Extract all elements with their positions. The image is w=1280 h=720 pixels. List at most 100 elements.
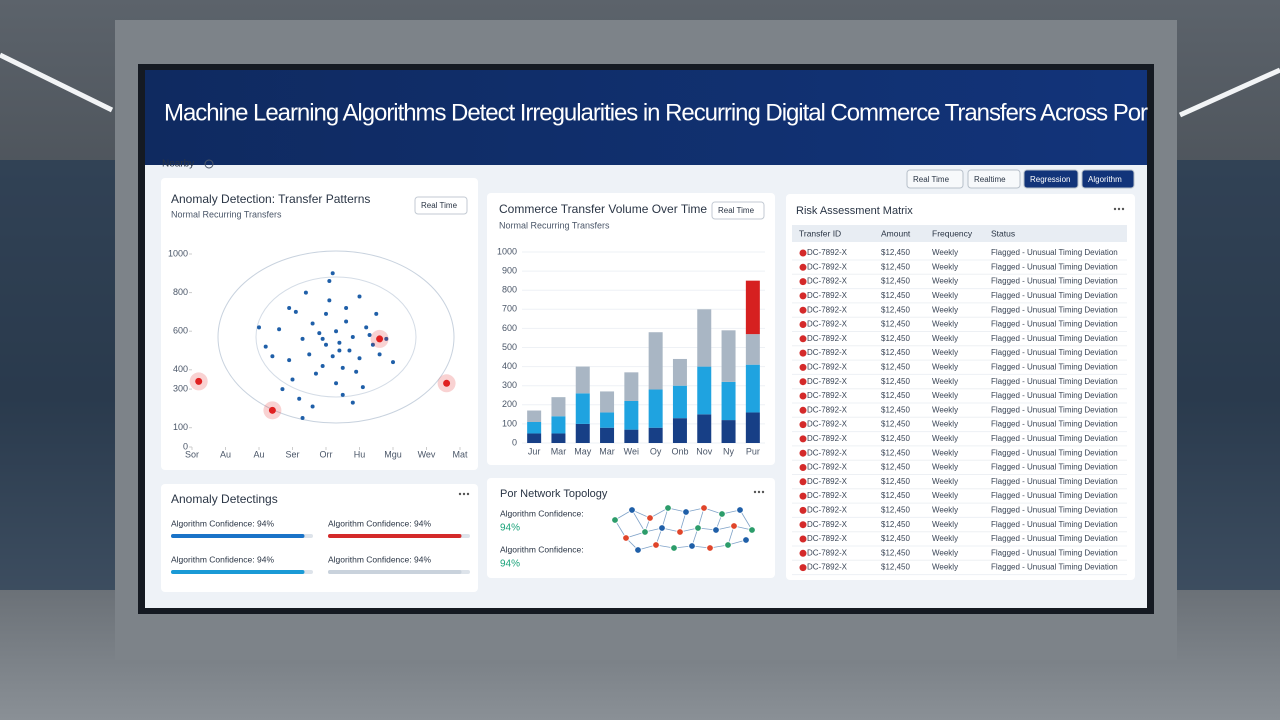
- ceiling-light: [1178, 67, 1280, 118]
- cell: Flagged - Unusual Timing Deviation: [991, 548, 1118, 557]
- network-node: [688, 542, 696, 550]
- cell: Flagged - Unusual Timing Deviation: [991, 506, 1118, 515]
- flag-icon: [799, 549, 807, 557]
- cell: DC-7892-X: [807, 506, 848, 515]
- point: [340, 392, 345, 397]
- cell: Flagged - Unusual Timing Deviation: [991, 334, 1118, 343]
- network-node: [706, 544, 714, 552]
- toolbar-button[interactable]: [906, 169, 964, 189]
- meter-label: Algorithm Confidence: 94%: [171, 518, 274, 528]
- cell: DC-7892-X: [807, 305, 848, 314]
- point: [310, 321, 315, 326]
- nearby: Nearby: [162, 159, 194, 170]
- dropdown[interactable]: [711, 201, 765, 220]
- bar-segment: [648, 427, 663, 443]
- ceiling-light: [0, 52, 114, 113]
- dropdown[interactable]: [414, 196, 468, 215]
- anomaly-panel: [161, 484, 478, 592]
- point: [290, 377, 295, 382]
- y-tick-label: 1000: [497, 246, 517, 256]
- bar-segment: [745, 334, 760, 365]
- scatter-panel: [161, 178, 478, 470]
- cell: DC-7892-X: [807, 448, 848, 457]
- cell: $12,450: [881, 563, 910, 572]
- x-tick-label: Nov: [696, 446, 713, 456]
- flag-icon: [799, 492, 807, 500]
- y-tick-label: 100: [502, 418, 517, 428]
- cell: Weekly: [932, 277, 958, 286]
- flag-icon: [799, 564, 807, 572]
- cell: $12,450: [881, 520, 910, 529]
- cell: $12,450: [881, 334, 910, 343]
- network-edge: [739, 509, 753, 531]
- network-node: [641, 528, 649, 536]
- x-tick-label: Oy: [650, 446, 662, 456]
- point: [377, 352, 382, 357]
- cell: DC-7892-X: [807, 420, 848, 429]
- cell: DC-7892-X: [807, 477, 848, 486]
- toolbar-button[interactable]: [967, 169, 1021, 189]
- network-node: [670, 544, 678, 552]
- cell: $12,450: [881, 363, 910, 372]
- point: [347, 348, 352, 353]
- cell: $12,450: [881, 448, 910, 457]
- column-header: Status: [991, 228, 1015, 238]
- cell: DC-7892-X: [807, 248, 848, 257]
- cell: Flagged - Unusual Timing Deviation: [991, 420, 1118, 429]
- cell: Weekly: [932, 463, 958, 472]
- menu-dot: [1113, 207, 1117, 211]
- x-tick-label: Sor: [185, 449, 199, 459]
- bar-segment: [575, 423, 590, 443]
- point: [370, 342, 375, 347]
- bar-segment: [527, 410, 542, 422]
- header-band: [145, 70, 1147, 165]
- toolbar-button[interactable]: [1081, 169, 1135, 189]
- menu-dot: [458, 492, 462, 496]
- meter-label: Algorithm Confidence: 94%: [328, 554, 431, 564]
- cell: Flagged - Unusual Timing Deviation: [991, 377, 1118, 386]
- toolbar-button[interactable]: [1023, 169, 1079, 189]
- x-tick-label: Jur: [528, 446, 541, 456]
- cell: Weekly: [932, 534, 958, 543]
- flag-icon: [799, 421, 807, 429]
- cell: DC-7892-X: [807, 405, 848, 414]
- bar-segment: [721, 420, 736, 443]
- flag-icon: [799, 335, 807, 343]
- network-edge: [631, 509, 646, 533]
- network-node: [724, 541, 732, 549]
- network-node: [628, 506, 636, 514]
- x-tick-label: Mar: [599, 446, 615, 456]
- flag-icon: [799, 392, 807, 400]
- cell: Weekly: [932, 391, 958, 400]
- flag-icon: [799, 406, 807, 414]
- menu-dot: [1121, 207, 1125, 211]
- point: [374, 311, 379, 316]
- menu-dot: [757, 490, 761, 494]
- point: [310, 404, 315, 409]
- point: [270, 354, 275, 359]
- network-node: [694, 524, 702, 532]
- cell: Weekly: [932, 420, 958, 429]
- cell: Weekly: [932, 363, 958, 372]
- network-node: [646, 514, 654, 522]
- bar-segment: [721, 330, 736, 382]
- cell: $12,450: [881, 548, 910, 557]
- cell: $12,450: [881, 506, 910, 515]
- point: [350, 334, 355, 339]
- bar-segment: [527, 421, 542, 434]
- cell: Flagged - Unusual Timing Deviation: [991, 391, 1118, 400]
- cell: DC-7892-X: [807, 434, 848, 443]
- cell: $12,450: [881, 305, 910, 314]
- right-window: [1160, 160, 1280, 590]
- bar-segment: [745, 280, 760, 335]
- scatter-subtitle: Normal Recurring Transfers: [171, 209, 282, 219]
- point: [354, 369, 359, 374]
- meter-fill: [171, 570, 305, 574]
- menu-dot: [753, 490, 757, 494]
- toolbar-label: Real Time: [913, 175, 950, 184]
- flag-icon: [799, 363, 807, 371]
- point: [313, 371, 318, 376]
- network-node: [634, 546, 642, 554]
- network-node: [718, 510, 726, 518]
